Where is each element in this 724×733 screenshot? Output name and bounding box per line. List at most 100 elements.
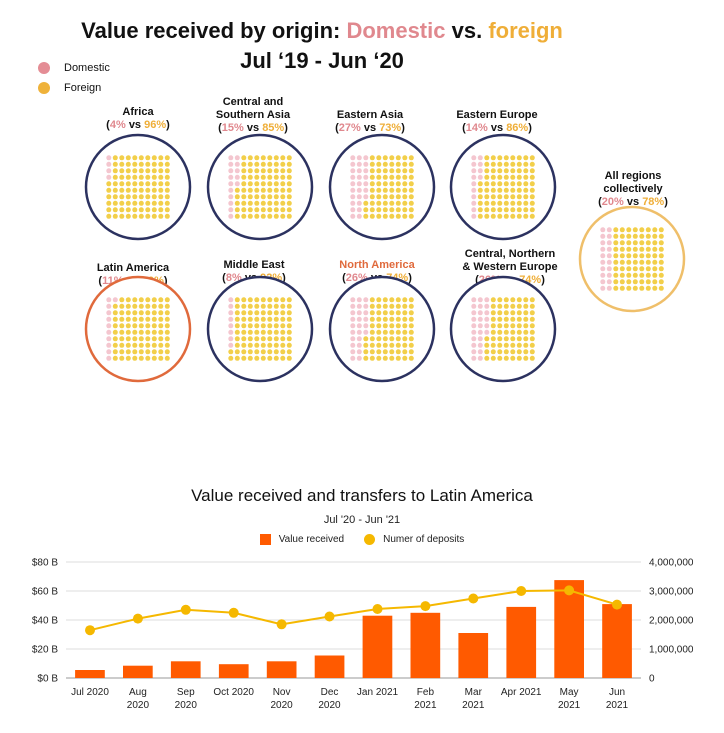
foreign-dot [395,342,401,348]
foreign-dot [503,155,509,161]
foreign-dot [497,303,503,309]
domestic-dot [234,155,240,161]
foreign-dot [516,213,522,219]
foreign-dot [490,161,496,167]
foreign-dot [490,316,496,322]
foreign-dot [273,161,279,167]
foreign-dot [138,161,144,167]
foreign-dot [402,155,408,161]
domestic-dot [234,168,240,174]
domestic-dot [356,155,362,161]
domestic-dot [477,168,483,174]
foreign-dot [164,181,170,187]
region-label-eastern-europe: Eastern Europe (14% vs 86%) [427,109,567,135]
domestic-dot [356,329,362,335]
foreign-dot [382,355,388,361]
foreign-dot [273,155,279,161]
foreign-dot [267,355,273,361]
region-foreign-pct: 96% [144,119,167,131]
domestic-dot [484,316,490,322]
bar [602,604,632,678]
foreign-dot [658,227,664,233]
region-circle [328,133,436,241]
foreign-dot [151,174,157,180]
foreign-dot [164,155,170,161]
foreign-dot [119,161,125,167]
foreign-dot [529,329,535,335]
foreign-dot [645,227,651,233]
foreign-dot [389,303,395,309]
domestic-dot [363,155,369,161]
foreign-dot [241,161,247,167]
foreign-dot [247,323,253,329]
foreign-dot [490,207,496,213]
foreign-dot [477,194,483,200]
foreign-dot [626,259,632,265]
foreign-dot [132,187,138,193]
foreign-dot [382,342,388,348]
domestic-dot [350,174,356,180]
foreign-dot [516,155,522,161]
foreign-dot [145,316,151,322]
foreign-dot [402,187,408,193]
foreign-dot [164,355,170,361]
foreign-dot [280,181,286,187]
foreign-dot [158,168,164,174]
foreign-dot [516,174,522,180]
foreign-dot [529,355,535,361]
domestic-dot [471,323,477,329]
foreign-dot [112,155,118,161]
foreign-dot [125,297,131,303]
y-right-tick-label: 2,000,000 [649,616,694,627]
domestic-dot [350,200,356,206]
foreign-dot [523,329,529,335]
domestic-dot [363,168,369,174]
foreign-dot [484,181,490,187]
foreign-dot [234,303,240,309]
deposits-point [516,586,527,596]
foreign-dot [247,200,253,206]
y-right-tick-label: 4,000,000 [649,558,694,569]
foreign-dot [510,355,516,361]
foreign-dot [267,194,273,200]
domestic-dot [106,297,112,303]
foreign-dot [645,279,651,285]
x-tick-label: Feb 2021 [414,687,437,711]
foreign-dot [119,336,125,342]
foreign-dot [280,213,286,219]
foreign-dot [145,207,151,213]
bar [314,655,345,678]
foreign-dot [273,297,279,303]
foreign-dot [477,187,483,193]
foreign-dot [382,187,388,193]
foreign-dot [497,329,503,335]
region-waffle [328,133,436,241]
foreign-dot [112,187,118,193]
foreign-dot [510,155,516,161]
foreign-dot [529,181,535,187]
foreign-dot [125,161,131,167]
foreign-dot [619,259,625,265]
foreign-dot [273,323,279,329]
bar-series-swatch [259,534,271,545]
domestic-dot [600,259,606,265]
foreign-dot [402,168,408,174]
domestic-dot [600,272,606,278]
foreign-dot [645,259,651,265]
deposits-point [276,619,287,630]
x-tick-label: Nov 2020 [270,687,293,711]
x-tick-label: May 2021 [558,687,581,711]
foreign-dot [273,342,279,348]
domestic-dot [606,285,612,291]
foreign-dot [503,200,509,206]
domestic-dot [356,297,362,303]
foreign-dot [125,303,131,309]
foreign-dot [151,342,157,348]
domestic-dot [228,155,234,161]
domestic-dot [606,253,612,259]
foreign-dot [254,323,260,329]
region-name-line1: Central and [222,96,284,108]
foreign-dot [382,200,388,206]
foreign-dot [125,200,131,206]
foreign-dot [145,174,151,180]
